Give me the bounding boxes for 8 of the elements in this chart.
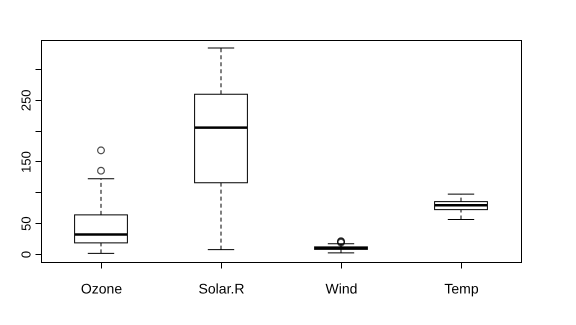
x-tick-label: Wind: [326, 280, 358, 296]
x-tick-label: Ozone: [80, 280, 122, 296]
y-tick-label: 250: [18, 89, 34, 112]
x-tick-label: Solar.R: [198, 280, 244, 296]
y-tick-label: 150: [18, 151, 34, 173]
y-tick-label: 50: [18, 216, 34, 231]
x-tick-label: Temp: [444, 280, 479, 296]
y-tick-label: 0: [18, 250, 34, 258]
